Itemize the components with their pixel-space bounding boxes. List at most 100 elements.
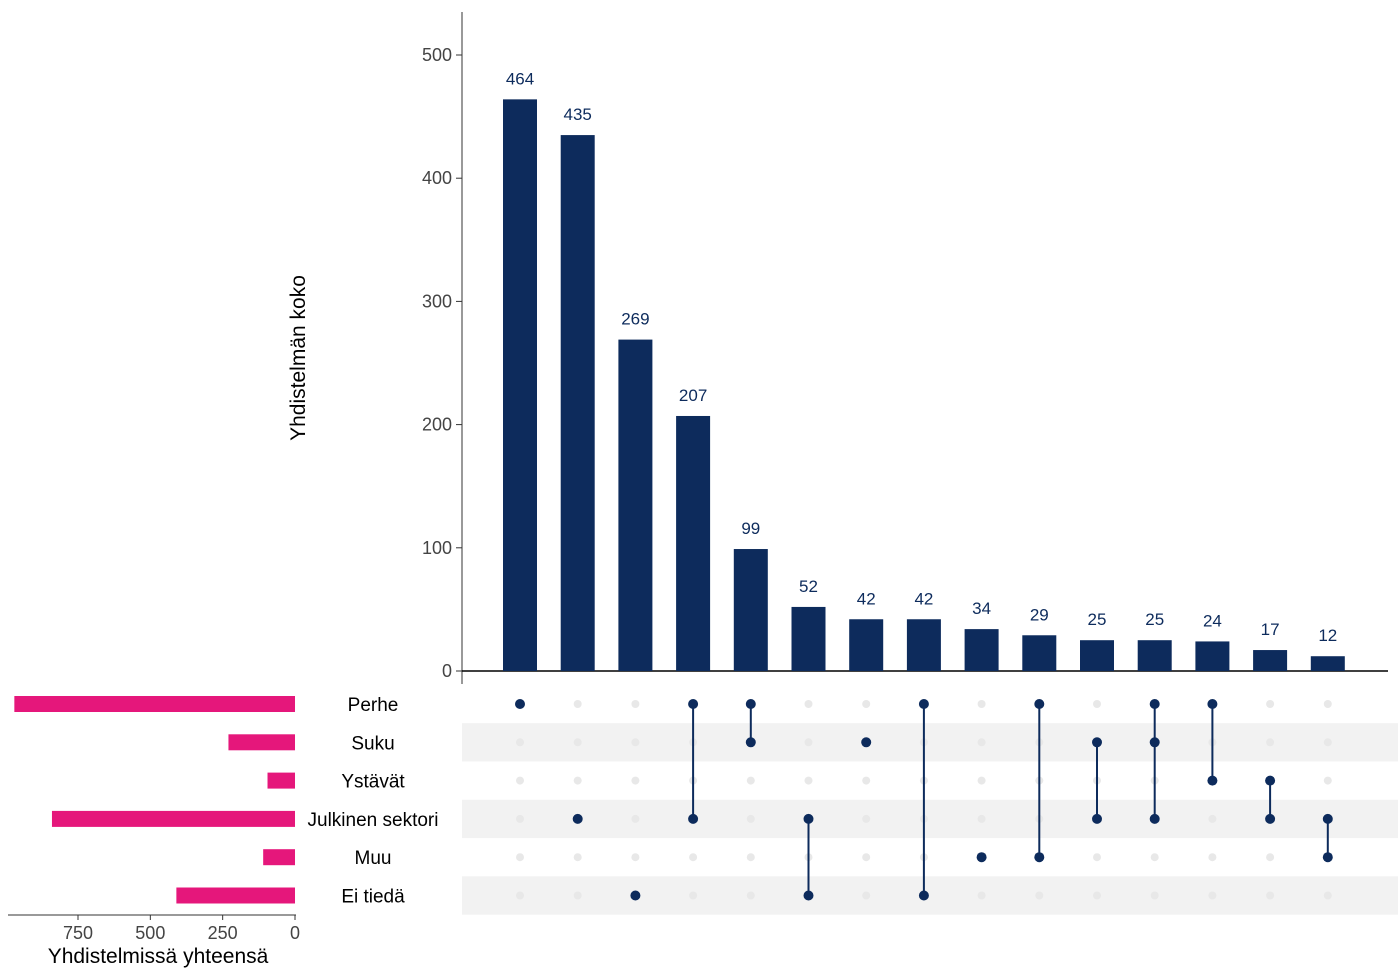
matrix-dot-active <box>572 813 583 824</box>
matrix-dot-inactive <box>804 700 813 708</box>
intersection-bar <box>1080 640 1114 671</box>
matrix-dot-inactive <box>516 891 524 900</box>
matrix-dot-active <box>515 699 525 709</box>
matrix-stripe <box>462 876 1398 915</box>
set-size-tick-label: 250 <box>208 923 238 943</box>
matrix-dot-inactive <box>977 738 986 747</box>
y-tick-label: 500 <box>422 45 452 65</box>
bar-value-label: 435 <box>564 105 592 124</box>
matrix-dot-active <box>1207 699 1218 709</box>
matrix-dot-inactive <box>516 776 524 785</box>
matrix-dot-active <box>803 813 814 824</box>
matrix-dot-active <box>1034 852 1045 863</box>
matrix-dot-active <box>688 699 699 709</box>
matrix-dot-inactive <box>746 776 755 785</box>
set-label: Ystävät <box>341 772 405 793</box>
bar-value-label: 42 <box>914 589 933 608</box>
matrix-dot-inactive <box>1266 891 1275 900</box>
matrix-dot-inactive <box>573 700 582 708</box>
bar-value-label: 99 <box>741 519 760 538</box>
matrix-dot-inactive <box>862 853 871 862</box>
y-tick-label: 200 <box>422 415 452 435</box>
bar-value-label: 42 <box>857 589 876 608</box>
bar-value-label: 29 <box>1030 605 1049 624</box>
set-size-ticks: 750 500 250 0 <box>63 915 300 943</box>
intersection-bar <box>906 619 941 671</box>
set-label: Muu <box>355 848 392 869</box>
matrix-dot-inactive <box>689 891 698 900</box>
intersection-bars: 464 435 269 207 99 52 42 42 34 29 25 25 24 17 12 <box>503 69 1345 672</box>
matrix-dot-inactive <box>573 738 582 747</box>
set-size-bars <box>8 696 296 916</box>
intersection-bar <box>1310 656 1345 671</box>
set-size-bar <box>176 887 295 904</box>
matrix-dot-inactive <box>573 853 582 862</box>
matrix-dot-inactive <box>977 700 986 708</box>
matrix-dot-active <box>1265 813 1276 824</box>
matrix-dot-active <box>918 699 929 709</box>
bar-value-label: 34 <box>972 599 991 618</box>
y-axis-title: Yhdistelmän koko <box>287 275 310 441</box>
bar-value-label: 12 <box>1318 626 1337 645</box>
matrix-dot-inactive <box>862 814 871 823</box>
matrix-dot-inactive <box>631 853 640 862</box>
bar-value-label: 17 <box>1261 620 1280 639</box>
matrix-dot-active <box>1322 813 1333 824</box>
matrix-dot-inactive <box>516 814 524 823</box>
matrix-dot-inactive <box>1266 853 1275 862</box>
matrix-dot-active <box>1149 813 1160 824</box>
matrix-dot-inactive <box>862 891 871 900</box>
matrix-background <box>462 723 1398 915</box>
intersection-bar <box>964 629 999 671</box>
intersection-bar <box>733 549 768 671</box>
matrix-stripe <box>462 799 1398 839</box>
matrix-dot-inactive <box>516 853 524 862</box>
bar-value-label: 269 <box>621 310 649 329</box>
set-size-bar <box>51 810 296 827</box>
y-ticks: 0 100 200 300 400 500 <box>422 45 462 681</box>
intersection-bar <box>791 606 826 671</box>
matrix-dot-active <box>745 737 756 748</box>
matrix-dot-inactive <box>689 853 698 862</box>
matrix-dot-inactive <box>1093 853 1101 862</box>
matrix-dot-inactive <box>1323 700 1332 708</box>
set-size-tick-label: 500 <box>135 923 165 943</box>
intersection-bar <box>1022 635 1057 671</box>
matrix-dot-inactive <box>862 700 871 708</box>
bar-value-label: 25 <box>1145 610 1164 629</box>
matrix-dot-inactive <box>1208 814 1217 823</box>
set-size-tick-label: 0 <box>290 923 300 943</box>
matrix-dot-inactive <box>1208 891 1217 900</box>
matrix-dot-inactive <box>977 776 986 785</box>
matrix-dot-inactive <box>1323 776 1332 785</box>
matrix-dot-active <box>688 813 699 824</box>
matrix-dot-inactive <box>1093 700 1101 708</box>
intersection-bar <box>618 339 653 671</box>
set-size-bar <box>14 696 295 712</box>
intersection-bar <box>560 135 595 671</box>
matrix-dot-inactive <box>977 891 986 900</box>
matrix-dot-inactive <box>804 738 813 747</box>
matrix-dot-inactive <box>1323 738 1332 747</box>
bar-value-label: 207 <box>679 386 707 405</box>
set-size-bar <box>263 849 295 866</box>
intersection-bar <box>503 99 537 672</box>
matrix-dot-inactive <box>1266 738 1275 747</box>
intersection-bar <box>1137 640 1172 671</box>
set-labels: Perhe Suku Ystävät Julkinen sektori Muu Ei ti… <box>308 695 439 908</box>
matrix-dot-inactive <box>1093 891 1101 900</box>
matrix-dot-active <box>630 890 641 901</box>
y-tick-label: 0 <box>442 661 452 681</box>
matrix-dot-inactive <box>631 738 640 747</box>
matrix-dot-active <box>1149 737 1160 748</box>
matrix-dot-active <box>745 699 756 709</box>
bar-value-label: 25 <box>1088 610 1107 629</box>
matrix-dot-active <box>1322 852 1333 863</box>
matrix-dot-inactive <box>804 776 813 785</box>
matrix-dot-inactive <box>1150 891 1159 900</box>
matrix-dot-inactive <box>516 738 524 747</box>
matrix-dot-active <box>1207 775 1218 786</box>
matrix-dot-inactive <box>746 853 755 862</box>
matrix-dot-inactive <box>1208 853 1217 862</box>
